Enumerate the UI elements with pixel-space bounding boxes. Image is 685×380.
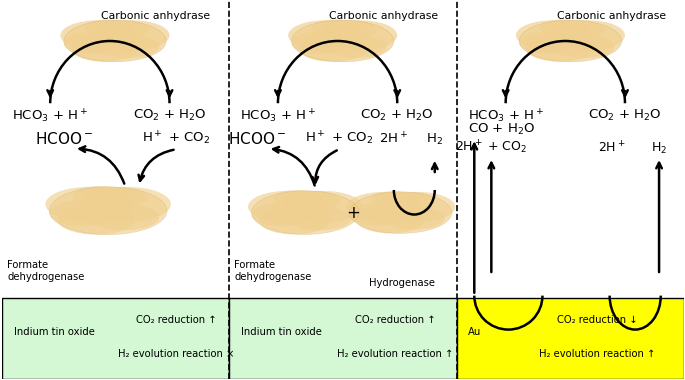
Ellipse shape xyxy=(85,187,147,209)
Ellipse shape xyxy=(516,20,591,51)
Text: Au: Au xyxy=(468,328,482,337)
Ellipse shape xyxy=(292,32,346,54)
Bar xyxy=(458,298,684,378)
Text: HCO$_3$ + H$^+$: HCO$_3$ + H$^+$ xyxy=(468,108,544,125)
Ellipse shape xyxy=(251,191,359,234)
Ellipse shape xyxy=(248,191,327,223)
Text: 2H$^+$ + CO$_2$: 2H$^+$ + CO$_2$ xyxy=(456,139,527,156)
Text: H₂ evolution reaction ↑: H₂ evolution reaction ↑ xyxy=(338,349,453,359)
Text: H$^+$ + CO$_2$: H$^+$ + CO$_2$ xyxy=(306,129,373,147)
Text: H₂ evolution reaction ↑: H₂ evolution reaction ↑ xyxy=(539,349,656,359)
Ellipse shape xyxy=(284,191,362,223)
Text: HCOO$^-$: HCOO$^-$ xyxy=(228,131,286,147)
Text: HCO$_3$ + H$^+$: HCO$_3$ + H$^+$ xyxy=(12,108,88,125)
Ellipse shape xyxy=(380,192,456,222)
Ellipse shape xyxy=(64,20,166,62)
Text: CO$_2$ + H$_2$O: CO$_2$ + H$_2$O xyxy=(360,108,434,123)
Text: H$^+$ + CO$_2$: H$^+$ + CO$_2$ xyxy=(142,129,210,147)
Text: H$_2$: H$_2$ xyxy=(651,141,667,156)
Ellipse shape xyxy=(322,20,377,39)
Ellipse shape xyxy=(49,187,167,234)
Text: 2H$^+$: 2H$^+$ xyxy=(379,131,408,147)
Text: 2H$^+$: 2H$^+$ xyxy=(597,141,625,156)
Ellipse shape xyxy=(49,200,112,226)
Text: CO$_2$ + H$_2$O: CO$_2$ + H$_2$O xyxy=(133,108,206,123)
Ellipse shape xyxy=(95,20,169,51)
Ellipse shape xyxy=(259,207,330,234)
Bar xyxy=(2,298,229,378)
Text: CO₂ reduction ↑: CO₂ reduction ↑ xyxy=(136,315,217,325)
Ellipse shape xyxy=(288,20,363,51)
Text: H$_2$: H$_2$ xyxy=(426,131,443,147)
Ellipse shape xyxy=(64,32,119,54)
Ellipse shape xyxy=(346,192,421,222)
Text: HCOO$^-$: HCOO$^-$ xyxy=(35,131,93,147)
Ellipse shape xyxy=(95,20,149,39)
Ellipse shape xyxy=(325,35,387,58)
Ellipse shape xyxy=(312,19,360,36)
Ellipse shape xyxy=(85,187,171,222)
Ellipse shape xyxy=(84,19,132,36)
Text: Carbonic anhydrase: Carbonic anhydrase xyxy=(329,11,438,21)
Text: HCO$_3$ + H$^+$: HCO$_3$ + H$^+$ xyxy=(240,108,316,125)
Ellipse shape xyxy=(57,204,136,234)
Ellipse shape xyxy=(356,207,425,233)
Ellipse shape xyxy=(45,187,132,222)
Bar xyxy=(229,298,458,378)
Ellipse shape xyxy=(553,35,614,58)
Ellipse shape xyxy=(349,203,404,226)
Ellipse shape xyxy=(370,191,418,208)
Text: CO₂ reduction ↑: CO₂ reduction ↑ xyxy=(356,315,436,325)
Text: Formate
dehydrogenase: Formate dehydrogenase xyxy=(234,260,312,282)
Text: Formate
dehydrogenase: Formate dehydrogenase xyxy=(8,260,85,282)
Ellipse shape xyxy=(540,19,588,36)
Ellipse shape xyxy=(322,20,397,51)
Ellipse shape xyxy=(251,203,309,226)
Ellipse shape xyxy=(299,35,366,62)
Ellipse shape xyxy=(519,20,621,62)
Text: Indium tin oxide: Indium tin oxide xyxy=(14,328,95,337)
Ellipse shape xyxy=(73,186,128,205)
Text: H₂ evolution reaction ×: H₂ evolution reaction × xyxy=(119,349,235,359)
Text: Carbonic anhydrase: Carbonic anhydrase xyxy=(557,11,666,21)
Ellipse shape xyxy=(519,32,574,54)
Text: Hydrogenase: Hydrogenase xyxy=(369,278,434,288)
Ellipse shape xyxy=(284,191,341,211)
Text: Indium tin oxide: Indium tin oxide xyxy=(241,328,322,337)
Ellipse shape xyxy=(292,20,394,62)
Text: CO₂ reduction ↓: CO₂ reduction ↓ xyxy=(558,315,638,325)
Ellipse shape xyxy=(71,35,139,62)
Ellipse shape xyxy=(526,35,595,62)
Ellipse shape xyxy=(88,204,159,230)
Text: CO + H$_2$O: CO + H$_2$O xyxy=(468,122,536,137)
Text: CO$_2$ + H$_2$O: CO$_2$ + H$_2$O xyxy=(588,108,662,123)
Ellipse shape xyxy=(349,192,452,233)
Ellipse shape xyxy=(273,190,323,207)
Ellipse shape xyxy=(287,207,351,230)
Ellipse shape xyxy=(550,20,605,39)
Ellipse shape xyxy=(550,20,625,51)
Ellipse shape xyxy=(60,20,136,51)
Text: Carbonic anhydrase: Carbonic anhydrase xyxy=(101,11,210,21)
Ellipse shape xyxy=(98,35,160,58)
Ellipse shape xyxy=(384,207,445,230)
Text: +: + xyxy=(346,204,360,222)
Ellipse shape xyxy=(380,192,435,211)
